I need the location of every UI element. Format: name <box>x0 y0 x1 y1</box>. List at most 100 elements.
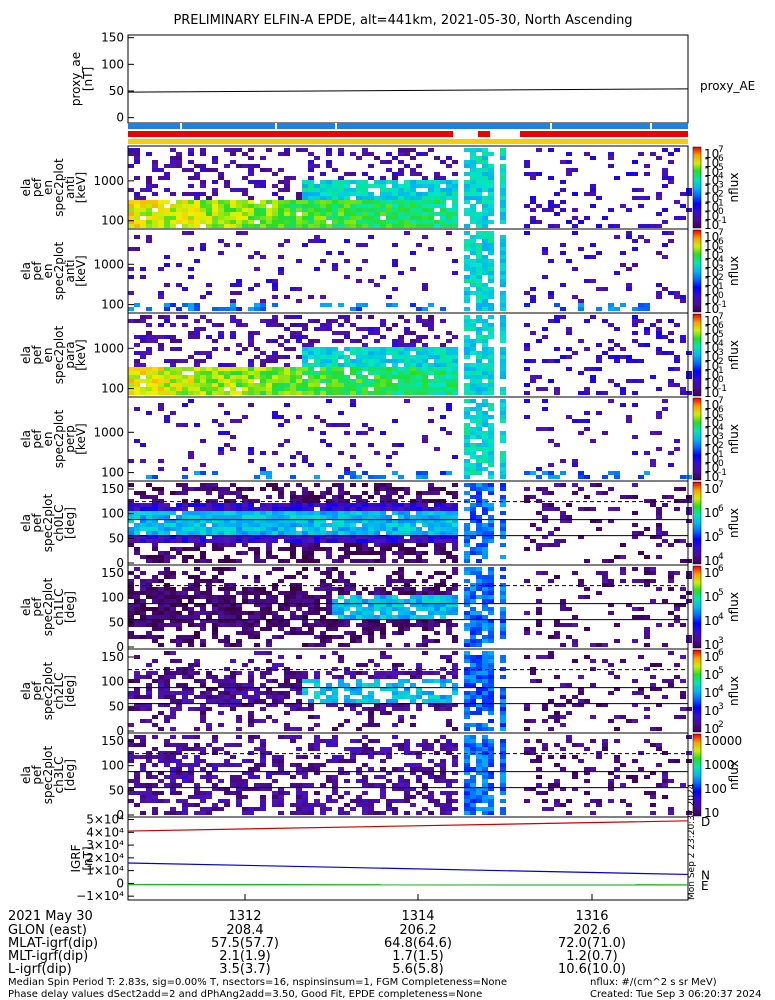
spectrogram-cell <box>212 499 218 503</box>
spectrogram-cell <box>146 535 152 539</box>
spectrogram-cell <box>392 699 398 703</box>
spectrogram-cell <box>470 239 476 243</box>
spectrogram-cell <box>452 667 458 671</box>
colorbar-tick-exponent: -1 <box>718 384 727 394</box>
spectrogram-cell <box>404 347 410 351</box>
spectrogram-cell <box>632 315 638 319</box>
spectrogram-cell <box>524 415 530 419</box>
spectrogram-cell <box>680 216 686 220</box>
spectrogram-cell <box>656 351 662 355</box>
spectrogram-cell <box>266 539 272 543</box>
spectrogram-cell <box>158 491 164 495</box>
spectrogram-cell <box>326 619 332 623</box>
spectrogram-cell <box>602 351 608 355</box>
spectrogram-cell <box>254 283 260 287</box>
spectrogram-cell <box>314 379 320 383</box>
spectrogram-cell <box>248 180 254 184</box>
spectrogram-cell <box>194 363 200 367</box>
spectrogram-cell <box>242 527 248 531</box>
spectrogram-cell <box>314 387 320 391</box>
spectrogram-cell <box>398 343 404 347</box>
spectrogram-cell <box>476 363 482 367</box>
spectrogram-cell <box>242 347 248 351</box>
spectrogram-cell <box>278 615 284 619</box>
spectrogram-cell <box>428 379 434 383</box>
spectrogram-cell <box>488 251 494 255</box>
spectrogram-cell <box>356 679 362 683</box>
spectrogram-cell <box>296 339 302 343</box>
spectrogram-cell <box>218 619 224 623</box>
spectrogram-cell <box>416 208 422 212</box>
spectrogram-cell <box>488 423 494 427</box>
spectrogram-cell <box>302 184 308 188</box>
spectrogram-cell <box>182 315 188 319</box>
spectrogram-cell <box>284 679 290 683</box>
spectrogram-cell <box>500 216 506 220</box>
spectrogram-cell <box>536 623 542 627</box>
spectrogram-cell <box>320 220 326 224</box>
spectrogram-cell <box>476 643 482 647</box>
spectrogram-cell <box>206 319 212 323</box>
spectrogram-cell <box>308 631 314 635</box>
spectrogram-cell <box>362 483 368 487</box>
spectrogram-cell <box>464 327 470 331</box>
spectrogram-cell <box>206 611 212 615</box>
spectrogram-cell <box>374 511 380 515</box>
spectrogram-cell <box>308 539 314 543</box>
spectrogram-cell <box>416 591 422 595</box>
spectrogram-cell <box>398 547 404 551</box>
spectrogram-cell <box>188 691 194 695</box>
spectrogram-cell <box>326 587 332 591</box>
spectrogram-cell <box>188 707 194 711</box>
spectrogram-cell <box>614 307 620 311</box>
y-axis-label: ela <box>19 430 33 448</box>
spectrogram-cell <box>206 200 212 204</box>
spectrogram-cell <box>230 543 236 547</box>
spectrogram-cell <box>158 683 164 687</box>
spectrogram-cell <box>224 523 230 527</box>
spectrogram-cell <box>416 184 422 188</box>
spectrogram-cell <box>266 367 272 371</box>
spectrogram-cell <box>584 595 590 599</box>
colorbar-tick-label: 10 <box>704 377 719 391</box>
spectrogram-cell <box>428 188 434 192</box>
spectrogram-cell <box>206 539 212 543</box>
spectrogram-cell <box>344 212 350 216</box>
spectrogram-cell <box>386 327 392 331</box>
spectrogram-cell <box>308 387 314 391</box>
spectrogram-cell <box>236 148 242 152</box>
spectrogram-cell <box>164 307 170 311</box>
spectrogram-cell <box>266 607 272 611</box>
spectrogram-cell <box>266 515 272 519</box>
spectrogram-cell <box>338 499 344 503</box>
spectrogram-cell <box>368 495 374 499</box>
spectrogram-cell <box>296 331 302 335</box>
spectrogram-cell <box>368 208 374 212</box>
spectrogram-cell <box>230 683 236 687</box>
spectrogram-cell <box>482 555 488 559</box>
spectrogram-cell <box>422 507 428 511</box>
spectrogram-cell <box>428 208 434 212</box>
spectrogram-cell <box>434 671 440 675</box>
spectrogram-cell <box>158 323 164 327</box>
spectrogram-cell <box>374 527 380 531</box>
spectrogram-cell <box>362 224 368 228</box>
spectrogram-cell <box>170 335 176 339</box>
spectrogram-cell <box>500 327 506 331</box>
spectrogram-cell <box>212 339 218 343</box>
spectrogram-cell <box>188 212 194 216</box>
spectrogram-cell <box>422 619 428 623</box>
spectrogram-cell <box>266 691 272 695</box>
spectrogram-cell <box>278 343 284 347</box>
spectrogram-cell <box>356 327 362 331</box>
spectrogram-cell <box>338 487 344 491</box>
spectrogram-cell <box>176 423 182 427</box>
spectrogram-cell <box>278 607 284 611</box>
spectrogram-cell <box>140 511 146 515</box>
spectrogram-cell <box>350 359 356 363</box>
spectrogram-cell <box>254 643 260 647</box>
spectrogram-cell <box>248 371 254 375</box>
spectrogram-cell <box>338 224 344 228</box>
spectrogram-cell <box>386 543 392 547</box>
spectrogram-cell <box>230 503 236 507</box>
